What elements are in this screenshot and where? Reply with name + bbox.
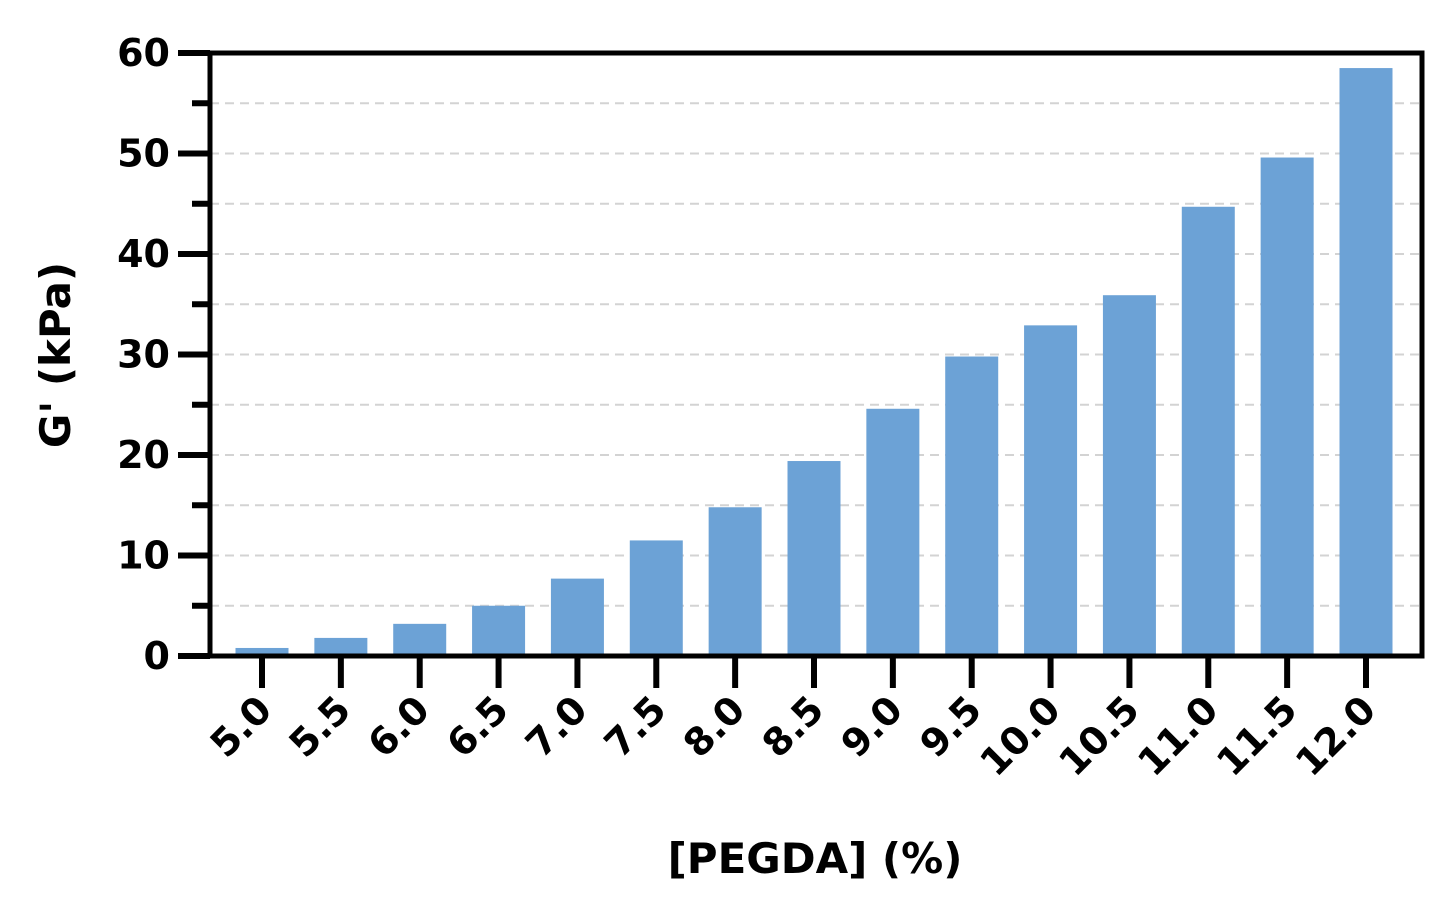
bar-7.5 [629,540,683,656]
x-tick-label: 6.0 [359,687,438,766]
bar-7.0 [550,578,604,656]
bar-10.0 [1024,325,1078,656]
bar-5.0 [235,647,289,656]
y-tick-label: 40 [117,232,170,276]
y-tick-label: 0 [144,634,170,678]
x-tick-label: 8.0 [675,687,754,766]
x-tick-label: 6.5 [438,687,517,766]
grid-lines [210,102,1422,607]
bar-8.0 [708,507,762,656]
bar-9.0 [866,408,920,656]
bar-6.5 [472,605,526,656]
x-axis: 5.0 5.5 6.0 6.5 7.0 7.5 8.0 8.5 9.0 9.510.010.511… [202,656,1384,785]
bar-11.5 [1260,157,1314,656]
x-tick-label: 10.0 [972,687,1069,784]
x-tick-label: 7.5 [596,687,675,766]
x-tick-label: 7.0 [517,687,596,766]
y-tick-label: 50 [117,132,170,176]
bar-11.0 [1181,206,1235,656]
bar-5.5 [314,637,368,656]
bar-9.5 [945,356,999,656]
bar-8.5 [787,461,841,656]
x-tick-label: 10.5 [1050,687,1147,784]
x-tick-label: 5.0 [202,687,281,766]
x-tick-label: 9.0 [833,687,912,766]
bar-12.0 [1339,68,1393,656]
x-tick-label: 11.5 [1208,687,1305,784]
y-tick-label: 10 [117,534,170,578]
plot-frame [207,50,1425,659]
x-tick-label: 11.0 [1129,687,1226,784]
bars [235,68,1393,656]
x-tick-label: 8.5 [754,687,833,766]
y-axis-label: G' (kPa) [31,262,80,448]
x-tick-label: 5.5 [281,687,360,766]
x-tick-label: 12.0 [1287,687,1384,784]
bar-10.5 [1102,295,1156,656]
y-axis: 0 10 20 30 40 50 60 [117,31,210,678]
x-axis-label: [PEGDA] (%) [668,834,963,883]
y-tick-label: 20 [117,433,170,477]
bar-6.0 [393,623,447,656]
y-tick-label: 30 [117,333,170,377]
y-tick-label: 60 [117,31,170,75]
